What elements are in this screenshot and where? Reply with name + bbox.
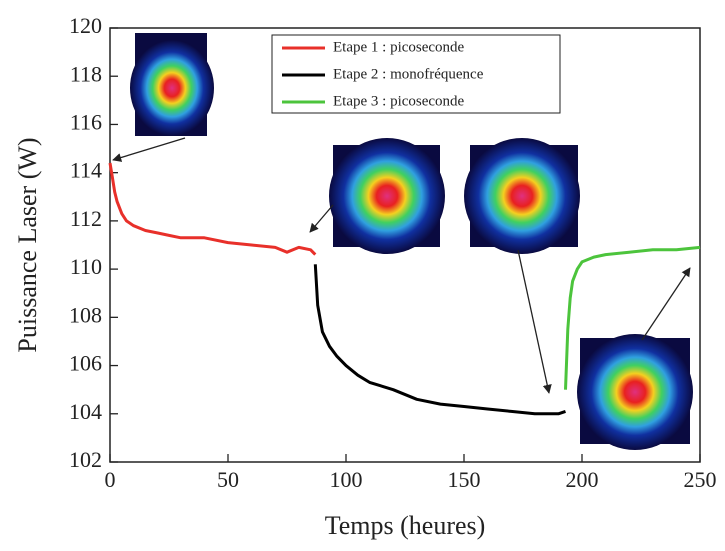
y-tick-label: 106 xyxy=(69,351,102,376)
series-line xyxy=(108,162,317,256)
y-axis-label: Puissance Laser (W) xyxy=(13,137,42,352)
x-tick-label: 0 xyxy=(105,467,116,492)
y-tick-label: 118 xyxy=(70,61,102,86)
legend: Etape 1 : picoseconde Etape 2 : monofréqu… xyxy=(271,34,561,114)
beam-image xyxy=(577,334,693,450)
y-tick-label: 112 xyxy=(70,206,102,231)
arrows xyxy=(112,137,691,394)
series-line xyxy=(564,245,701,390)
plot-area: 102 104 106 108 110 112 114 116 118 120 0 50 100 150 2… xyxy=(69,13,717,492)
y-tick-label: 110 xyxy=(70,254,102,279)
y-tick-label: 116 xyxy=(70,109,102,134)
plot-frame xyxy=(109,27,701,463)
beam-image xyxy=(464,138,580,254)
x-axis-label: Temps (heures) xyxy=(325,511,486,540)
x-tick-label: 150 xyxy=(448,467,481,492)
legend-label: Etape 1 : picoseconde xyxy=(333,39,465,55)
legend-label: Etape 3 : picoseconde xyxy=(333,93,465,109)
y-tick-label: 102 xyxy=(69,447,102,472)
arrow xyxy=(112,137,186,162)
beam-images xyxy=(130,33,693,450)
x-tick-label: 250 xyxy=(684,467,717,492)
y-tick-label: 120 xyxy=(69,13,102,38)
x-tick-label: 200 xyxy=(566,467,599,492)
arrow xyxy=(517,249,552,394)
y-tick-label: 114 xyxy=(70,158,102,183)
x-tick-label: 100 xyxy=(330,467,363,492)
arrow xyxy=(309,204,334,233)
beam-image xyxy=(329,138,445,254)
y-tick-label: 108 xyxy=(69,302,102,327)
y-tick-label: 104 xyxy=(69,399,102,424)
x-tick-label: 50 xyxy=(217,467,239,492)
series-line xyxy=(313,264,566,416)
legend-label: Etape 2 : monofréquence xyxy=(333,66,484,82)
beam-image xyxy=(130,40,214,136)
arrow xyxy=(641,267,691,341)
